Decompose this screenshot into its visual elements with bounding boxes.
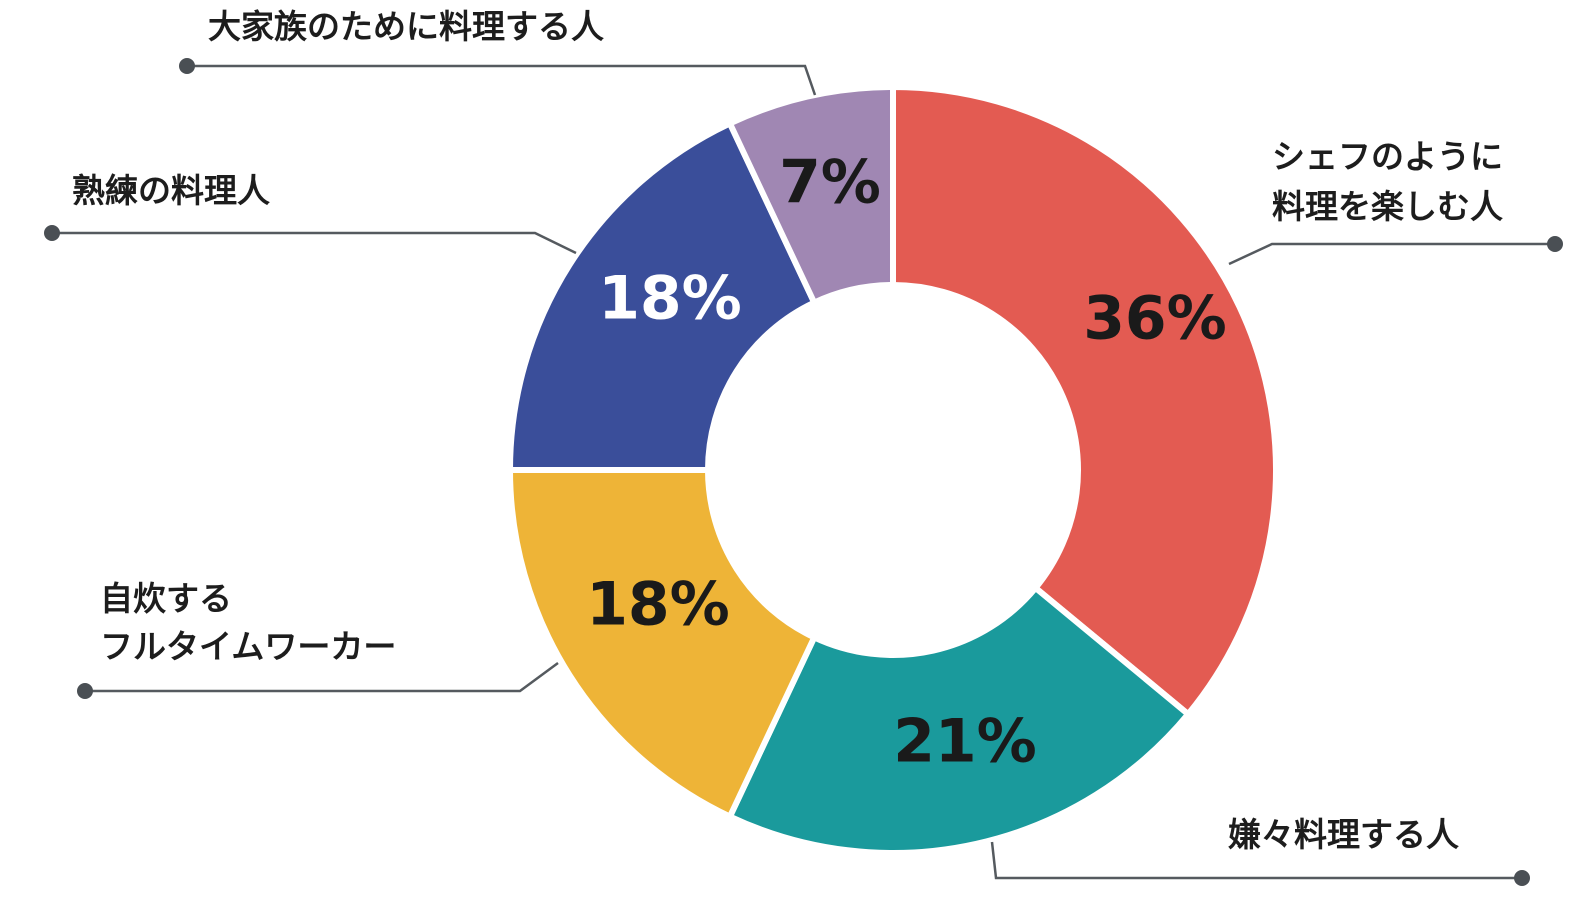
label-chef-line-1: シェフのように (1272, 137, 1503, 176)
value-label-worker: 18% (586, 570, 730, 640)
value-label-chef: 36% (1083, 284, 1227, 354)
label-worker-line-1: 自炊する (100, 579, 232, 618)
donut-slice-family (725, 83, 896, 307)
leader-line-skilled (52, 231, 577, 255)
leader-dot-family (179, 58, 195, 74)
label-chef-line-2: 料理を楽しむ人 (1272, 187, 1503, 226)
leader-line-family (187, 64, 817, 96)
value-label-skilled: 18% (598, 264, 742, 334)
callout-labels: シェフのように 料理を楽しむ人 嫌々料理する人 自炊する フルタイムワーカー 熟… (72, 7, 1503, 854)
donut-slices (506, 83, 1279, 856)
donut-slice-chef (890, 83, 1279, 719)
leader-dot-reluctant (1514, 870, 1530, 886)
leader-dot-chef (1547, 236, 1563, 252)
value-label-family: 7% (779, 148, 881, 218)
leader-line-reluctant (990, 841, 1522, 880)
label-family: 大家族のために料理する人 (208, 7, 604, 46)
label-skilled: 熟練の料理人 (72, 171, 270, 210)
label-reluctant: 嫌々料理する人 (1228, 815, 1459, 854)
leader-lines (44, 58, 1563, 886)
leader-line-worker (85, 661, 559, 693)
value-label-reluctant: 21% (893, 707, 1037, 777)
value-labels: 36% 21% 18% 18% 7% (586, 148, 1227, 777)
leader-line-chef (1228, 242, 1555, 266)
label-worker-line-2: フルタイムワーカー (100, 627, 396, 666)
leader-dot-worker (77, 683, 93, 699)
donut-slice-skilled (506, 119, 819, 473)
donut-slice-reluctant (725, 583, 1193, 856)
leader-dot-skilled (44, 225, 60, 241)
donut-slice-worker (506, 467, 819, 821)
